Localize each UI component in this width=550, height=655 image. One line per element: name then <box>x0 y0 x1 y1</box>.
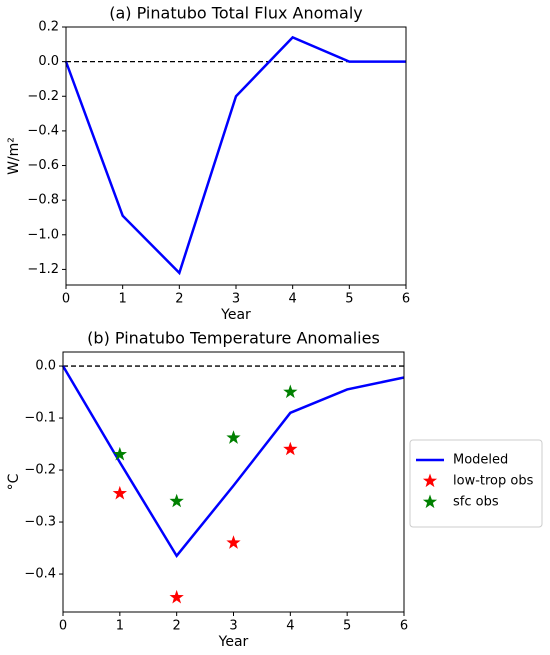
y-tick-label: 0.0 <box>38 54 59 69</box>
legend-label: low-trop obs <box>453 474 534 489</box>
y-tick-label: −0.1 <box>24 411 56 426</box>
x-tick-label: 6 <box>400 619 408 634</box>
legend-label: sfc obs <box>453 495 499 510</box>
legend-marker <box>422 494 438 509</box>
x-tick-label: 2 <box>175 292 183 307</box>
data-line <box>64 35 406 276</box>
chart-title: (a) Pinatubo Total Flux Anomaly <box>109 4 362 23</box>
y-axis-label: °C <box>6 473 22 490</box>
chart-title: (b) Pinatubo Temperature Anomalies <box>87 329 380 348</box>
star-marker <box>226 535 241 549</box>
star-marker <box>169 493 184 508</box>
x-tick-label: 3 <box>232 292 240 307</box>
y-tick-label: −0.4 <box>24 567 56 582</box>
x-tick-label: 1 <box>119 292 127 307</box>
x-tick-label: 0 <box>62 292 70 307</box>
x-tick-label: 5 <box>345 292 353 307</box>
star-marker <box>226 430 241 444</box>
y-tick-label: −1.0 <box>27 227 59 242</box>
legend-marker <box>422 473 438 488</box>
x-tick-label: 5 <box>343 619 351 634</box>
y-tick-label: −0.6 <box>27 158 59 173</box>
y-tick-label: −0.3 <box>24 515 56 530</box>
y-tick-label: −1.2 <box>27 262 59 277</box>
plot-frame <box>65 26 407 286</box>
x-axis-label: Year <box>220 307 251 323</box>
x-tick-label: 4 <box>289 292 297 307</box>
y-tick-label: 0.2 <box>38 20 59 35</box>
y-tick-label: −0.2 <box>27 89 59 104</box>
x-axis-label: Year <box>218 634 249 650</box>
x-tick-label: 1 <box>116 619 124 634</box>
x-tick-label: 2 <box>173 619 181 634</box>
x-tick-label: 4 <box>286 619 294 634</box>
legend-box <box>409 439 543 528</box>
data-line <box>61 365 405 559</box>
star-marker <box>283 384 298 399</box>
star-marker <box>112 485 127 500</box>
y-tick-label: −0.8 <box>27 193 59 208</box>
star-marker <box>283 441 298 456</box>
plot-frame <box>62 351 405 613</box>
y-tick-label: −0.4 <box>27 123 59 138</box>
y-axis-label: W/m² <box>6 137 22 175</box>
star-marker <box>112 446 127 461</box>
y-tick-label: −0.2 <box>24 463 56 478</box>
y-tick-label: 0.0 <box>35 359 56 374</box>
x-tick-label: 3 <box>229 619 237 634</box>
x-tick-label: 0 <box>59 619 67 634</box>
x-tick-label: 6 <box>402 292 410 307</box>
legend-label: Modeled <box>453 453 508 468</box>
star-marker <box>169 589 184 604</box>
